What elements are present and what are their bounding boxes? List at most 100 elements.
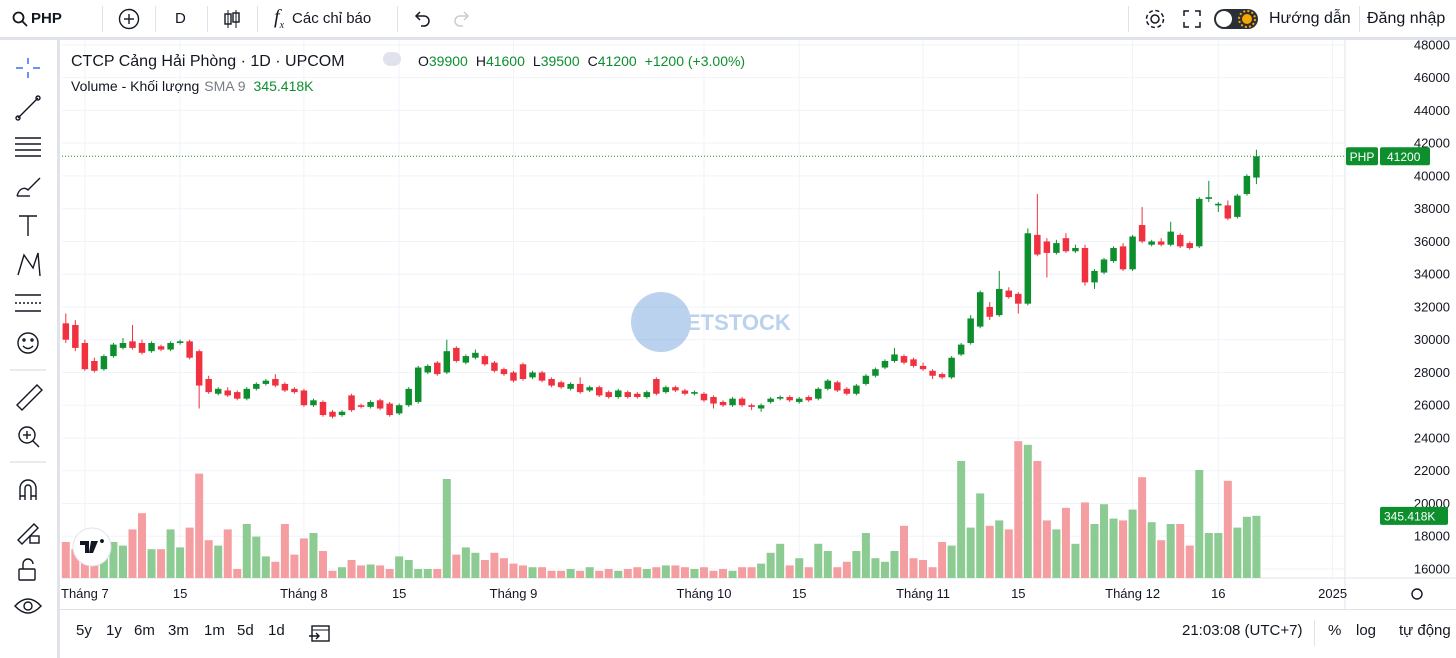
pattern-tool[interactable] bbox=[17, 252, 41, 277]
compare-button[interactable] bbox=[118, 0, 140, 37]
lock-drawing-tool[interactable] bbox=[17, 523, 40, 545]
indicators-button[interactable]: fx Các chỉ báo bbox=[274, 0, 371, 37]
candle-body bbox=[386, 403, 393, 416]
scale-option[interactable]: tự động bbox=[1399, 622, 1451, 639]
candle-body bbox=[910, 359, 917, 366]
range-button[interactable]: 1d bbox=[268, 622, 285, 639]
volume-bar bbox=[738, 567, 747, 578]
volume-bar bbox=[1223, 480, 1232, 578]
candle-body bbox=[129, 341, 136, 348]
volume-bar bbox=[795, 558, 804, 578]
login: Đăng nhập bbox=[1367, 9, 1446, 27]
volume-bar bbox=[61, 542, 70, 578]
candle-body bbox=[291, 388, 298, 393]
range-button[interactable]: 5d bbox=[237, 622, 254, 639]
emoji-tool[interactable] bbox=[17, 332, 39, 354]
volume-bar bbox=[423, 569, 432, 578]
candle-body bbox=[510, 372, 517, 381]
volume-bar bbox=[776, 543, 785, 578]
volume-bar bbox=[1195, 470, 1204, 578]
indicators: Các chỉ báo bbox=[292, 10, 372, 27]
brush-tool[interactable] bbox=[16, 177, 41, 197]
guide-link[interactable]: Hướng dẫn bbox=[1269, 0, 1351, 37]
undo-button[interactable] bbox=[412, 0, 432, 37]
volume-bar bbox=[233, 569, 242, 578]
lock-tool[interactable] bbox=[18, 558, 36, 581]
candle-body bbox=[929, 370, 936, 376]
chart-type-button[interactable] bbox=[222, 0, 242, 37]
volume-bar bbox=[976, 493, 985, 578]
volume-bar bbox=[509, 563, 518, 578]
candle-body bbox=[405, 388, 412, 406]
volume-bar bbox=[461, 547, 470, 578]
volume-bar bbox=[661, 565, 670, 578]
gear[interactable] bbox=[1411, 588, 1423, 600]
scale-option[interactable]: log bbox=[1356, 622, 1377, 639]
volume-bar bbox=[1147, 522, 1156, 578]
y-tick-label: 46000 bbox=[1414, 70, 1450, 85]
volume-bar bbox=[71, 549, 80, 578]
ohlc-value: 41200 bbox=[598, 53, 637, 69]
change-label: +1200 (+3.00%) bbox=[645, 53, 745, 69]
visibility-tool[interactable] bbox=[14, 598, 42, 614]
prediction-tool[interactable] bbox=[15, 294, 41, 312]
candle-body bbox=[691, 392, 698, 394]
scale-option[interactable]: % bbox=[1328, 622, 1342, 639]
zoom-tool[interactable] bbox=[18, 426, 40, 448]
crosshair-tool[interactable] bbox=[16, 58, 40, 78]
x-tick-label: 15 bbox=[1011, 586, 1025, 601]
candle-body bbox=[557, 382, 565, 388]
text-tool[interactable] bbox=[19, 215, 37, 236]
range-button[interactable]: 1y bbox=[106, 622, 122, 639]
volume-bar bbox=[242, 524, 251, 578]
settings-button[interactable] bbox=[1143, 0, 1167, 37]
volume-bar bbox=[1061, 507, 1070, 578]
candle-body bbox=[1234, 195, 1241, 217]
redo-button[interactable] bbox=[452, 0, 472, 37]
trendline-tool[interactable] bbox=[15, 95, 41, 121]
volume-bar bbox=[1252, 515, 1261, 578]
candle-body bbox=[395, 405, 403, 414]
range-button[interactable]: 3m bbox=[168, 622, 189, 639]
sma-value: 345.418K bbox=[254, 78, 315, 94]
symbol-search[interactable]: PHP bbox=[12, 0, 62, 37]
volume-bar bbox=[595, 570, 604, 578]
candle-body bbox=[110, 344, 117, 357]
range-button[interactable]: 1m bbox=[204, 622, 225, 639]
candle-body bbox=[595, 387, 603, 396]
volume-bar bbox=[880, 561, 889, 578]
volume-bar bbox=[1185, 545, 1194, 578]
volume-bar bbox=[938, 542, 947, 578]
tv-logo bbox=[72, 527, 112, 567]
login-link[interactable]: Đăng nhập bbox=[1367, 0, 1445, 37]
range-button[interactable]: 5y bbox=[76, 622, 92, 639]
volume-bar bbox=[1080, 502, 1089, 578]
volume-bar bbox=[147, 549, 156, 578]
ruler-tool[interactable] bbox=[16, 384, 43, 411]
magnet-tool[interactable] bbox=[19, 479, 37, 500]
interval-button[interactable]: D bbox=[175, 0, 186, 37]
volume-bar bbox=[1090, 524, 1099, 578]
range-button[interactable]: 6m bbox=[134, 622, 155, 639]
volume-bar bbox=[757, 563, 766, 578]
watermark-text: ETSTOCK bbox=[686, 310, 791, 335]
fib-tool[interactable] bbox=[15, 137, 41, 157]
date-range-button[interactable] bbox=[309, 622, 333, 648]
symbol: PHP bbox=[31, 10, 62, 27]
drawing-tools bbox=[10, 58, 46, 614]
volume-bar bbox=[833, 567, 842, 578]
volume-bar bbox=[699, 567, 708, 578]
fullscreen-button[interactable] bbox=[1182, 0, 1202, 37]
ohlc-legend: O39900 H41600 L39500 C41200 +1200 (+3.00%) bbox=[418, 53, 745, 69]
candle-body bbox=[300, 390, 308, 406]
top-toolbar: PHP D fx Các chỉ báo bbox=[0, 0, 1456, 40]
candle-body bbox=[795, 398, 803, 402]
candle-body bbox=[967, 318, 974, 343]
volume-bar bbox=[614, 570, 623, 578]
candle-body bbox=[1253, 156, 1260, 178]
volume-bar bbox=[166, 529, 175, 578]
candle-body bbox=[1062, 238, 1070, 252]
candle-body bbox=[195, 351, 203, 386]
theme-toggle[interactable] bbox=[1213, 0, 1259, 37]
